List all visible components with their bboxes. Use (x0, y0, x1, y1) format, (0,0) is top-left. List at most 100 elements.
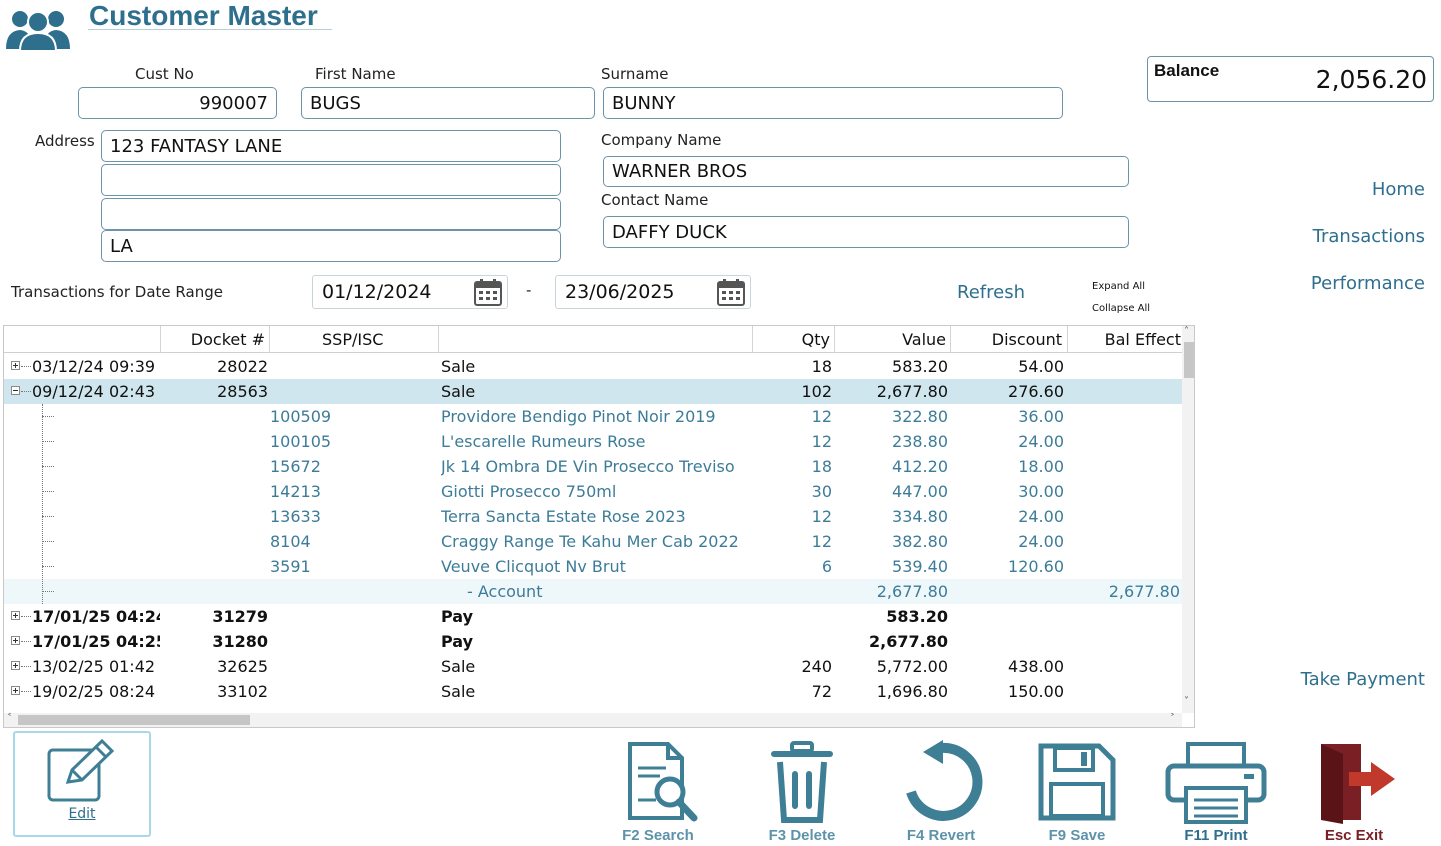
print-button[interactable]: F11 Print (1161, 740, 1271, 846)
calendar-icon[interactable] (716, 277, 746, 307)
tree-connector (42, 591, 54, 592)
column-header-docket[interactable]: Docket # (190, 330, 265, 349)
company-name-field[interactable]: WARNER BROS (603, 156, 1129, 187)
cell-date (32, 504, 160, 529)
delete-button[interactable]: F3 Delete (747, 740, 857, 846)
cell-ssp: 15672 (270, 457, 321, 476)
column-header-discount[interactable]: Discount (991, 330, 1062, 349)
transaction-line-item[interactable]: 3591 Veuve Clicquot Nv Brut 6 539.40 120.60 (4, 554, 1182, 579)
exit-button[interactable]: Esc Exit (1299, 740, 1409, 846)
nav-performance-link[interactable]: Performance (1310, 273, 1425, 294)
transaction-row[interactable]: 03/12/24 09:39 ... 28022 Sale 18 583.20 54.00 (4, 354, 1182, 379)
search-button[interactable]: F2 Search (603, 740, 713, 846)
expand-icon[interactable] (11, 686, 20, 695)
column-header-value[interactable]: Value (902, 330, 946, 349)
cell-date (32, 579, 160, 604)
company-name-label: Company Name (601, 131, 722, 149)
transaction-line-item[interactable]: 100105 L'escarelle Rumeurs Rose 12 238.80 24… (4, 429, 1182, 454)
expand-icon[interactable] (11, 361, 20, 370)
horizontal-scrollbar[interactable]: ˂ ˃ (4, 713, 1182, 727)
cust-no-field[interactable]: 990007 (78, 87, 277, 119)
cell-bal (1067, 379, 1180, 404)
revert-button[interactable]: F4 Revert (886, 740, 996, 846)
address-line-1[interactable]: 123 FANTASY LANE (101, 130, 561, 162)
nav-home-link[interactable]: Home (1371, 179, 1425, 200)
cell-value: 1,696.80 (876, 682, 948, 701)
cell-docket: 31280 (212, 632, 268, 651)
first-name-field[interactable]: BUGS (301, 87, 595, 119)
horizontal-scroll-thumb[interactable] (18, 715, 250, 725)
cell-discount (950, 629, 1064, 654)
date-to-field[interactable]: 23/06/2025 (555, 275, 751, 309)
trash-icon (771, 741, 833, 823)
cell-bal (1067, 404, 1180, 429)
cell-value: 583.20 (886, 607, 948, 626)
contact-name-field[interactable]: DAFFY DUCK (603, 216, 1129, 248)
cell-discount: 438.00 (1008, 657, 1064, 676)
transaction-line-item[interactable]: 14213 Giotti Prosecco 750ml 30 447.00 30.00 (4, 479, 1182, 504)
scroll-up-icon[interactable]: ˄ (1184, 326, 1189, 337)
transaction-line-item[interactable]: 15672 Jk 14 Ombra DE Vin Prosecco Treviso… (4, 454, 1182, 479)
scroll-down-icon[interactable]: ˅ (1184, 696, 1189, 707)
cell-docket (160, 479, 268, 504)
cell-discount: 24.00 (1018, 432, 1064, 451)
expand-icon[interactable] (11, 661, 20, 670)
delete-label: F3 Delete (768, 827, 836, 844)
transaction-line-item[interactable]: 8104 Craggy Range Te Kahu Mer Cab 2022 12 3… (4, 529, 1182, 554)
collapse-icon[interactable] (11, 386, 20, 395)
cell-value: 583.20 (892, 357, 948, 376)
cell-discount: 36.00 (1018, 407, 1064, 426)
column-header-qty[interactable]: Qty (801, 330, 830, 349)
surname-field[interactable]: BUNNY (603, 87, 1063, 119)
transaction-account-row[interactable]: - Account 2,677.80 2,677.80 (4, 579, 1182, 604)
date-separator: - (526, 281, 532, 299)
scroll-left-icon[interactable]: ˂ (7, 713, 12, 724)
balance-label: Balance (1154, 61, 1220, 80)
transaction-row[interactable]: 17/01/25 04:24... 31279 Pay 583.20 (4, 604, 1182, 629)
cell-docket (160, 504, 268, 529)
cell-qty (752, 629, 832, 654)
cell-value: 447.00 (892, 482, 948, 501)
cell-discount (950, 579, 1064, 604)
expand-icon[interactable] (11, 611, 20, 620)
collapse-all-link[interactable]: Collapse All (1092, 303, 1151, 314)
save-button[interactable]: F9 Save (1022, 740, 1132, 846)
scroll-right-icon[interactable]: ˃ (1170, 713, 1175, 724)
column-header-ssp-isc[interactable]: SSP/ISC (322, 330, 384, 349)
expand-all-link[interactable]: Expand All (1092, 281, 1145, 292)
cell-qty: 102 (801, 382, 832, 401)
edit-button[interactable]: Edit (13, 731, 151, 837)
vertical-scrollbar[interactable]: ˄ ˅ (1182, 326, 1194, 713)
tree-connector (21, 366, 31, 367)
cell-bal (1067, 529, 1180, 554)
refresh-button[interactable]: Refresh (957, 282, 1025, 303)
save-disk-icon (1038, 743, 1116, 821)
cell-ssp: 14213 (270, 482, 321, 501)
cell-desc: Sale (441, 657, 476, 676)
cell-ssp: 100509 (270, 407, 332, 426)
transactions-grid[interactable]: Docket # SSP/ISC Qty Value Discount Bal … (3, 325, 1195, 728)
cell-bal (1067, 479, 1180, 504)
transaction-line-item[interactable]: 13633 Terra Sancta Estate Rose 2023 12 334.… (4, 504, 1182, 529)
date-from-field[interactable]: 01/12/2024 (312, 275, 508, 309)
transaction-line-item[interactable]: 100509 Providore Bendigo Pinot Noir 2019 1… (4, 404, 1182, 429)
address-line-4[interactable]: LA (101, 230, 561, 262)
column-header-bal-effect[interactable]: Bal Effect (1104, 330, 1181, 349)
cell-docket: 32625 (217, 657, 268, 676)
take-payment-link[interactable]: Take Payment (1300, 669, 1425, 690)
transaction-row[interactable]: 17/01/25 04:25... 31280 Pay 2,677.80 (4, 629, 1182, 654)
address-label: Address (35, 132, 95, 150)
tree-connector (42, 516, 54, 517)
expand-icon[interactable] (11, 636, 20, 645)
address-line-3[interactable] (101, 198, 561, 230)
vertical-scroll-thumb[interactable] (1184, 342, 1194, 378)
calendar-icon[interactable] (473, 277, 503, 307)
grid-header: Docket # SSP/ISC Qty Value Discount Bal … (4, 326, 1182, 353)
transaction-row[interactable]: 19/02/25 08:24 ... 33102 Sale 72 1,696.80 150… (4, 679, 1182, 704)
nav-transactions-link[interactable]: Transactions (1312, 226, 1425, 247)
transaction-row[interactable]: 13/02/25 01:42 ... 32625 Sale 240 5,772.00 43… (4, 654, 1182, 679)
address-line-2[interactable] (101, 164, 561, 196)
transaction-row[interactable]: 09/12/24 02:43 ... 28563 Sale 102 2,677.80 27… (4, 379, 1182, 404)
cell-desc: Veuve Clicquot Nv Brut (441, 557, 626, 576)
column-header-description[interactable] (442, 326, 742, 353)
